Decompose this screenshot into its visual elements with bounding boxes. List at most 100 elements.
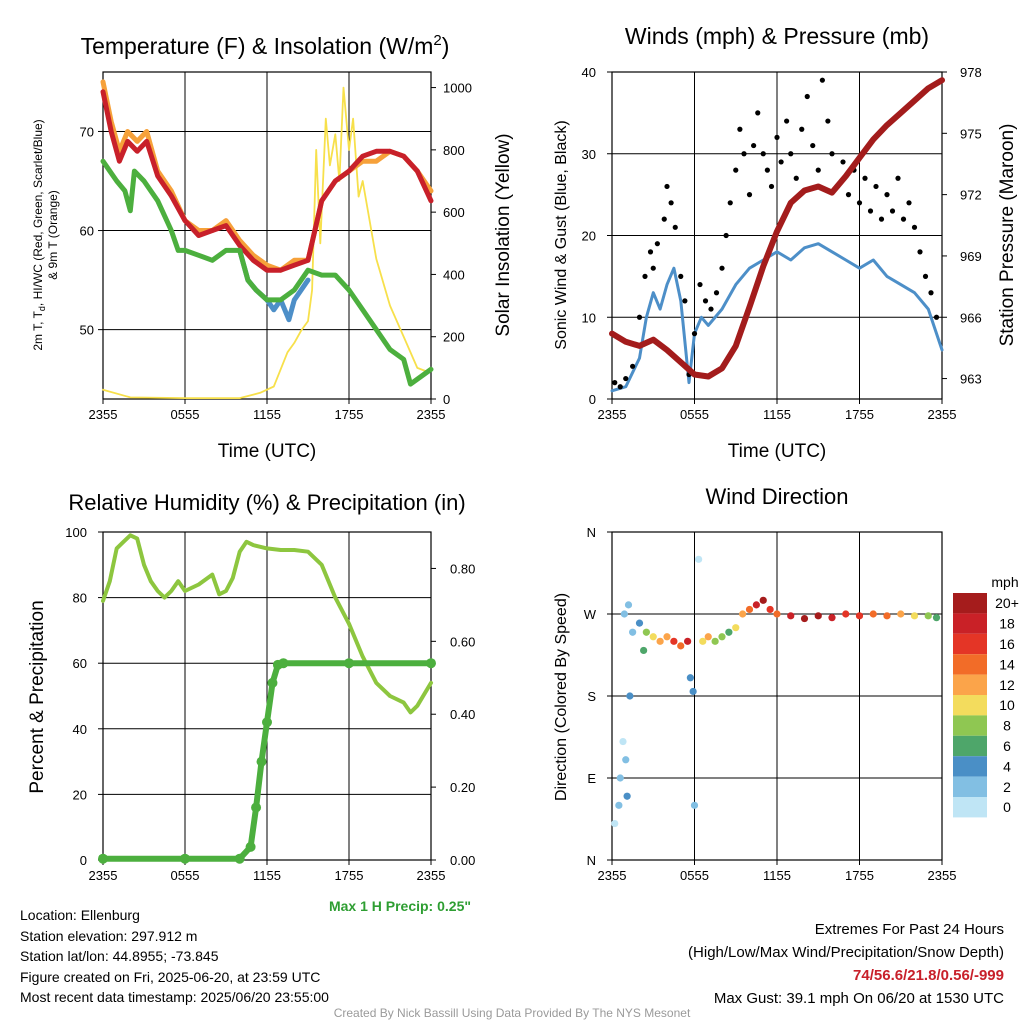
chart-title: Relative Humidity (%) & Precipitation (i…	[68, 490, 465, 515]
gust-point	[889, 208, 896, 214]
precipitation-point	[426, 658, 436, 669]
wind-direction-point	[635, 619, 644, 627]
precipitation-point	[251, 802, 262, 813]
wind-direction-point	[842, 610, 850, 618]
wind-direction-point	[739, 610, 747, 618]
gust-point	[682, 298, 688, 304]
y-axis-label: Percent & Precipitation	[27, 600, 48, 793]
wind-direction-point	[622, 756, 630, 764]
legend-swatch	[953, 797, 987, 818]
gust-point	[867, 208, 874, 214]
temperature-series-line	[102, 86, 427, 400]
gust-point	[799, 126, 805, 132]
gust-point	[691, 331, 698, 337]
y2-tick-label: 800	[443, 143, 465, 158]
wind-direction-point	[910, 612, 919, 620]
gust-point	[708, 306, 714, 312]
wind-direction-point	[619, 737, 627, 746]
y2-tick-label: 969	[960, 249, 982, 264]
legend-swatch	[953, 756, 987, 777]
gust-point	[723, 232, 729, 239]
y2-tick-label: 0.60	[450, 634, 475, 649]
pressure-line	[609, 77, 945, 380]
wind-direction-point	[670, 637, 678, 645]
wind-direction-point	[814, 612, 822, 620]
legend-label: 6	[1003, 738, 1011, 754]
gust-point	[856, 200, 863, 206]
y2-tick-label: 978	[960, 65, 982, 80]
gust-point	[878, 216, 885, 222]
legend-swatch	[953, 695, 987, 716]
x-tick-label: 2355	[928, 407, 957, 422]
x-tick-label: 2355	[89, 868, 118, 883]
gust-point	[672, 224, 678, 230]
legend-swatch	[953, 654, 987, 675]
wind-direction-point	[677, 642, 685, 650]
y-tick-label: N	[587, 525, 596, 540]
wind-direction-point	[718, 633, 726, 641]
wind-direction-point	[704, 633, 712, 641]
wind-direction-point	[869, 610, 877, 618]
chart-title: Temperature (F) & Insolation (W/m2)	[81, 32, 450, 59]
gust-point	[793, 175, 799, 181]
precipitation-point	[98, 853, 108, 864]
x-tick-label: 2355	[598, 407, 627, 422]
legend-label: 16	[999, 636, 1015, 652]
wind-direction-point	[752, 601, 760, 609]
wind-direction-point	[773, 610, 781, 618]
x-tick-label: 1755	[845, 407, 874, 422]
y-tick-label: 0	[589, 392, 596, 407]
y-axis-label: Direction (Colored By Speed)	[553, 593, 570, 801]
gust-point	[661, 216, 667, 222]
wind-direction-point	[624, 601, 633, 609]
gust-point	[917, 249, 923, 255]
gust-point	[713, 290, 720, 296]
legend-label: 12	[999, 677, 1015, 693]
x-tick-label: 2355	[89, 407, 118, 422]
wind-direction-point	[787, 612, 795, 620]
y-tick-label: 60	[80, 224, 94, 239]
gust-point	[654, 241, 660, 247]
legend-label: 14	[999, 656, 1015, 672]
y-tick-label: 60	[73, 656, 87, 671]
precipitation-point	[262, 717, 272, 728]
wind-direction-point	[642, 628, 650, 636]
precipitation-point	[234, 853, 245, 864]
gust-point	[825, 118, 831, 124]
wind-direction-point	[883, 612, 891, 620]
y2-tick-label: 400	[443, 267, 465, 282]
wind-direction-point	[689, 687, 697, 696]
temperature-series-line	[100, 89, 434, 273]
y2-tick-label: 963	[960, 372, 982, 387]
y-tick-label: W	[584, 607, 597, 622]
wind-direction-point	[690, 801, 699, 809]
wind-direction-point	[663, 633, 671, 641]
created-text: Figure created on Fri, 2025-06-20, at 23…	[20, 968, 321, 985]
gust-point	[755, 110, 761, 116]
wind-direction-point	[615, 801, 623, 809]
x-tick-label: 1155	[253, 868, 281, 883]
gust-point	[737, 126, 743, 132]
credit-text: Created By Nick Bassill Using Data Provi…	[333, 1006, 691, 1020]
y2-tick-label: 0.00	[450, 853, 475, 868]
x-tick-label: 1155	[763, 868, 791, 883]
gust-point	[840, 159, 846, 165]
wind-direction-point	[924, 612, 932, 620]
wind-direction-point	[686, 674, 694, 682]
x-tick-label: 2355	[417, 868, 446, 883]
chart-title: Wind Direction	[705, 484, 848, 509]
gust-point	[760, 151, 766, 157]
y2-tick-label: 0.20	[450, 780, 475, 795]
y2-axis-label: Solar Insolation (Yellow)	[493, 133, 514, 336]
temperature-series-line	[100, 79, 434, 273]
y-axis-label: 2m T, Td, HI/WC (Red, Green, Scarlet/Blu…	[31, 119, 47, 350]
legend-label: 10	[999, 697, 1015, 713]
y-tick-label: 40	[73, 722, 87, 737]
wind-direction-point	[855, 612, 864, 620]
legend-swatch	[953, 674, 987, 695]
wind-direction-point	[649, 633, 657, 641]
wind-direction-point	[616, 774, 624, 782]
y2-tick-label: 1000	[443, 81, 472, 96]
precipitation-point	[344, 658, 354, 669]
wind-direction-point	[828, 614, 836, 622]
